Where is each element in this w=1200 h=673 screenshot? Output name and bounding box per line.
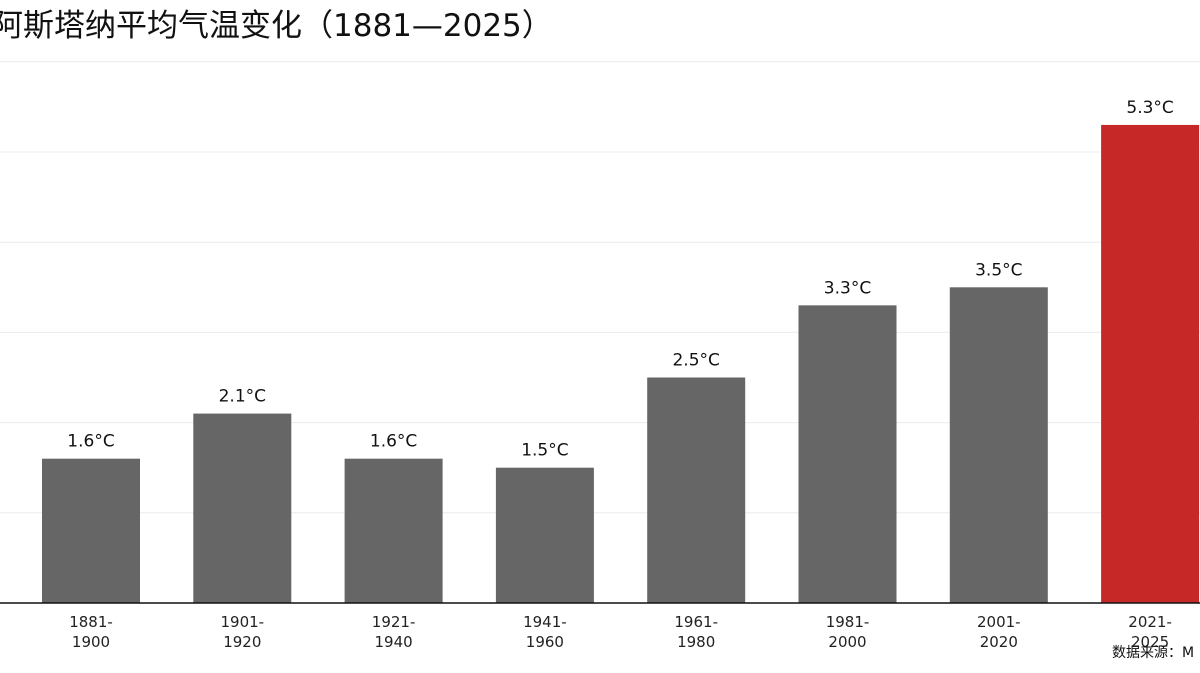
x-tick-label-5-line-1: 2000	[828, 633, 866, 651]
bar-value-label-1: 2.1°C	[219, 387, 266, 407]
bar-value-label-3: 1.5°C	[521, 441, 568, 461]
x-tick-label-6-line-1: 2020	[980, 633, 1018, 651]
x-axis-tick-labels: 1881- 1900 1901- 1920 1921- 1940 1941- 1960 1961…	[69, 613, 1172, 651]
bar-6	[949, 287, 1048, 603]
x-tick-label-1-line-1: 1920	[223, 633, 261, 651]
x-tick-label-0-line-0: 1881-	[69, 613, 113, 631]
bar-0	[42, 458, 140, 603]
chart-title: 阿斯塔纳平均气温变化（1881—2025）	[0, 8, 553, 44]
x-tick-label-1-line-0: 1901-	[221, 613, 265, 631]
bar-4	[647, 377, 746, 603]
value-labels: 1.6°C 2.1°C 1.6°C 1.5°C 2.5°C 3.3°C 3.5°C 5.3°C	[67, 98, 1174, 461]
bar-2	[344, 458, 443, 603]
bar-7	[1101, 124, 1200, 603]
bar-value-label-2: 1.6°C	[370, 432, 417, 452]
x-tick-label-3-line-1: 1960	[526, 633, 564, 651]
bar-value-label-5: 3.3°C	[824, 278, 871, 298]
x-tick-label-7-line-0: 2021-	[1128, 613, 1172, 631]
x-tick-label-0-line-1: 1900	[72, 633, 110, 651]
x-tick-label-6-line-0: 2001-	[977, 613, 1021, 631]
x-tick-label-5-line-0: 1981-	[826, 613, 870, 631]
bar-value-label-7: 5.3°C	[1126, 98, 1173, 118]
bar-1	[193, 413, 292, 603]
bar-3	[495, 467, 594, 603]
bars	[42, 124, 1200, 603]
bar-value-label-0: 1.6°C	[67, 432, 114, 452]
x-tick-label-4-line-1: 1980	[677, 633, 715, 651]
source-note: 数据来源：M	[1112, 645, 1194, 661]
x-tick-label-2-line-1: 1940	[375, 633, 413, 651]
x-tick-label-4-line-0: 1961-	[674, 613, 718, 631]
x-tick-label-7-line-1: 2025	[1131, 633, 1169, 651]
bar-value-label-6: 3.5°C	[975, 260, 1022, 280]
bar-value-label-4: 2.5°C	[672, 351, 719, 371]
x-tick-label-2-line-0: 1921-	[372, 613, 416, 631]
bar-5	[798, 305, 897, 603]
x-tick-label-3-line-0: 1941-	[523, 613, 567, 631]
